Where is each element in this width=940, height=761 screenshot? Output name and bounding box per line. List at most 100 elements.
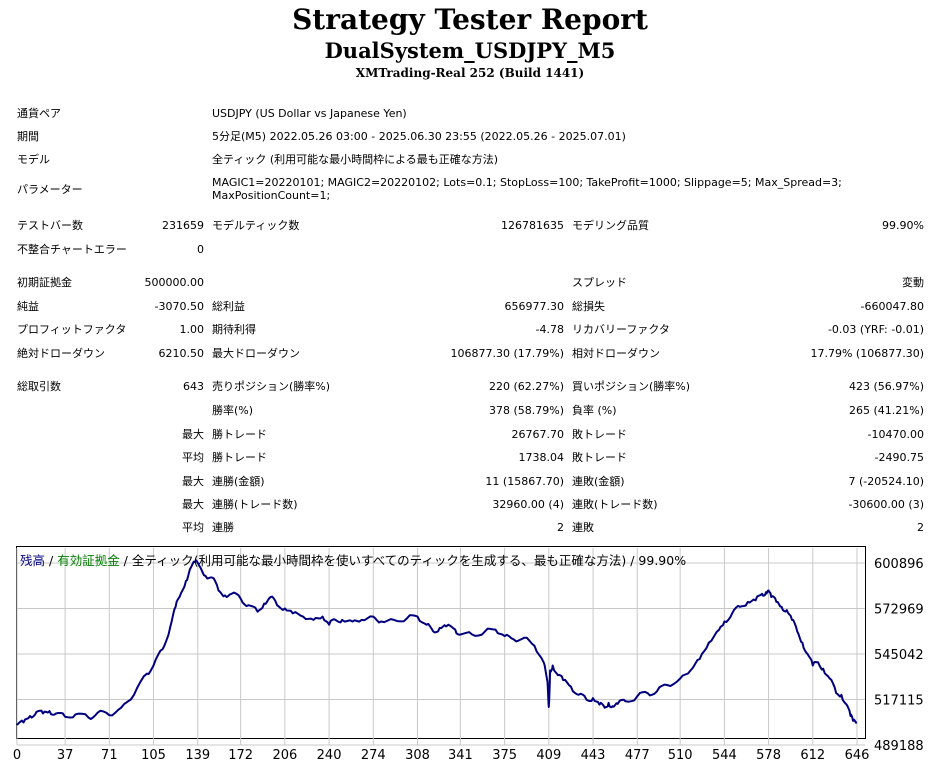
- chart-caption-balance: 残高: [20, 553, 46, 568]
- avg-consec-win-value: 2: [557, 521, 564, 534]
- y-tick-label: 545042: [874, 648, 924, 663]
- total-trades-value: 643: [183, 380, 204, 393]
- period-value: 5分足(M5) 2022.05.26 03:00 - 2025.06.30 23…: [212, 130, 626, 143]
- max-consec-lossamt-label: 連敗(トレード数): [572, 498, 658, 511]
- pf-value: 1.00: [179, 323, 205, 336]
- x-tick-label: 105: [141, 748, 166, 761]
- x-tick-label: 477: [625, 748, 650, 761]
- x-tick-label: 612: [800, 748, 825, 761]
- short-positions-value: 220 (62.27%): [488, 380, 564, 393]
- loss-pct-label: 負率 (%): [572, 404, 617, 417]
- largest-loss-value: -10470.00: [867, 428, 924, 441]
- x-tick-label: 375: [492, 748, 517, 761]
- largest-loss-label: 敗トレード: [572, 428, 627, 441]
- rel-dd-label: 相対ドローダウン: [572, 347, 660, 360]
- pf-label: プロフィットファクタ: [17, 323, 127, 336]
- net-value: -3070.50: [154, 300, 204, 313]
- x-tick-label: 71: [101, 748, 118, 761]
- max-label-2: 最大: [182, 475, 204, 488]
- quality-value: 99.90%: [882, 219, 924, 232]
- x-tick-label: 172: [228, 748, 253, 761]
- avg-loss-label: 敗トレード: [572, 451, 627, 464]
- bars-value: 231659: [162, 219, 204, 232]
- max-consec-profit-label: 連勝(トレード数): [212, 498, 298, 511]
- payoff-value: -4.78: [535, 323, 564, 336]
- max-consec-win-value: 11 (15867.70): [485, 475, 564, 488]
- long-positions-value: 423 (56.97%): [848, 380, 924, 393]
- x-tick-label: 37: [57, 748, 74, 761]
- win-pct-value: 378 (58.79%): [488, 404, 564, 417]
- x-tick-label: 240: [317, 748, 342, 761]
- avg-win-label: 勝トレード: [212, 451, 267, 464]
- recovery-value: -0.03 (YRF: -0.01): [827, 323, 924, 336]
- avg-loss-value: -2490.75: [874, 451, 924, 464]
- max-consec-win-label: 連勝(金額): [212, 475, 265, 488]
- chart-caption-equity: 有効証拠金: [57, 553, 120, 568]
- x-tick-label: 578: [756, 748, 781, 761]
- loss-pct-value: 265 (41.21%): [848, 404, 924, 417]
- chart-caption-sep: /: [119, 553, 132, 568]
- payoff-label: 期待利得: [212, 323, 256, 336]
- y-tick-label: 517115: [874, 694, 924, 709]
- gross-profit-value: 656977.30: [504, 300, 565, 313]
- x-tick-label: 544: [712, 748, 737, 761]
- max-label-1: 最大: [182, 428, 204, 441]
- symbol-label: 通貨ペア: [17, 107, 61, 120]
- max-consec-loss-label: 連敗(金額): [572, 475, 625, 488]
- chart-caption-model: 全ティック(利用可能な最小時間枠を使いすべてのティックを生成する、最も正確な方法…: [131, 553, 687, 568]
- x-tick-label: 0: [13, 748, 21, 761]
- report-subtitle: DualSystem_USDJPY_M5: [324, 38, 616, 63]
- avg-consec-loss-value: 2: [917, 521, 924, 534]
- params-label: パラメーター: [17, 183, 83, 196]
- x-tick-label: 510: [668, 748, 693, 761]
- x-tick-label: 646: [845, 748, 870, 761]
- x-tick-label: 409: [536, 748, 561, 761]
- y-tick-label: 572969: [874, 603, 924, 618]
- params-value: MAGIC1=20220101; MAGIC2=20220102; Lots=0…: [212, 176, 842, 202]
- max-dd-label: 最大ドローダウン: [212, 347, 300, 360]
- server-info: XMTrading-Real 252 (Build 1441): [355, 66, 585, 80]
- max-consec-lossamt-value: -30600.00 (3): [848, 498, 924, 511]
- deposit-value: 500000.00: [144, 276, 205, 289]
- gross-loss-value: -660047.80: [860, 300, 924, 313]
- long-positions-label: 買いポジション(勝率%): [572, 380, 691, 393]
- x-tick-label: 274: [361, 748, 386, 761]
- recovery-label: リカバリーファクタ: [572, 323, 670, 336]
- total-trades-label: 総取引数: [17, 380, 61, 393]
- max-label-3: 最大: [182, 498, 204, 511]
- win-pct-label: 勝率(%): [212, 404, 254, 417]
- errors-label: 不整合チャートエラー: [17, 243, 127, 256]
- quality-label: モデリング品質: [572, 219, 649, 232]
- avg-label-1: 平均: [182, 451, 204, 464]
- y-tick-label: 600896: [874, 557, 924, 572]
- abs-dd-value: 6210.50: [158, 347, 205, 360]
- avg-consec-loss-label: 連敗: [572, 521, 594, 534]
- spread-label: スプレッド: [572, 276, 627, 289]
- x-tick-label: 443: [581, 748, 606, 761]
- deposit-label: 初期証拠金: [17, 276, 72, 289]
- model-label: モデル: [17, 153, 50, 166]
- x-tick-label: 308: [405, 748, 430, 761]
- spread-value: 変動: [902, 276, 924, 289]
- max-consec-profit-value: 32960.00 (4): [492, 498, 564, 511]
- symbol-value: USDJPY (US Dollar vs Japanese Yen): [212, 107, 407, 120]
- chart-caption-sep: /: [45, 553, 58, 568]
- largest-win-label: 勝トレード: [212, 428, 267, 441]
- avg-consec-win-label: 連勝: [212, 521, 234, 534]
- y-tick-label: 489188: [874, 739, 924, 754]
- avg-label-2: 平均: [182, 521, 204, 534]
- balance-line: [16, 559, 858, 726]
- abs-dd-label: 絶対ドローダウン: [17, 347, 105, 360]
- gross-loss-label: 総損失: [572, 300, 605, 313]
- ticks-label: モデルティック数: [212, 219, 300, 232]
- largest-win-value: 26767.70: [511, 428, 565, 441]
- short-positions-label: 売りポジション(勝率%): [212, 380, 331, 393]
- model-value: 全ティック (利用可能な最小時間枠による最も正確な方法): [212, 153, 499, 166]
- x-tick-label: 206: [272, 748, 297, 761]
- x-tick-label: 341: [448, 748, 473, 761]
- max-dd-value: 106877.30 (17.79%): [450, 347, 564, 360]
- max-consec-loss-value: 7 (-20524.10): [848, 475, 924, 488]
- period-label: 期間: [17, 130, 39, 143]
- rel-dd-value: 17.79% (106877.30): [810, 347, 924, 360]
